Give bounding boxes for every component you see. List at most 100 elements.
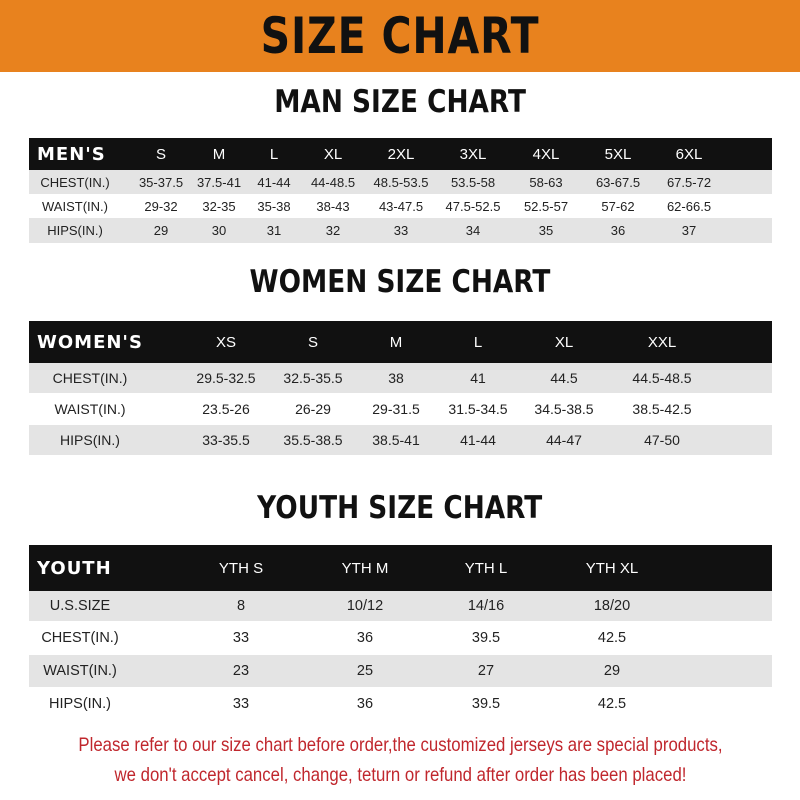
men-size-table: MEN'S S M L XL 2XL 3XL 4XL 5XL 6XL CHEST(IN.) 35-37… xyxy=(29,138,772,243)
table-row: CHEST(IN.) 29.5-32.5 32.5-35.5 38 41 44.5 44.5… xyxy=(29,363,772,393)
size-chart-banner: SIZE CHART xyxy=(0,0,800,72)
table-cell: 33 xyxy=(232,696,250,712)
table-cell: 48.5-53.5 xyxy=(373,174,429,190)
size-header: 5XL xyxy=(604,145,632,163)
table-row: HIPS(IN.) 29 30 31 32 33 34 35 36 37 xyxy=(29,218,772,243)
banner-title: SIZE CHART xyxy=(260,7,540,65)
table-row: WAIST(IN.) 23 25 27 29 xyxy=(29,655,772,687)
size-header: M xyxy=(389,333,403,351)
table-cell: 41 xyxy=(470,370,486,386)
row-label: U.S.SIZE xyxy=(49,598,111,614)
header-label: WOMEN'S xyxy=(37,331,143,353)
table-header-row: YOUTH YTH S YTH M YTH L YTH XL xyxy=(29,545,772,591)
table-cell: 33 xyxy=(393,223,409,238)
table-cell: 62-66.5 xyxy=(666,198,712,214)
table-cell: 33 xyxy=(232,630,250,646)
table-cell: 44.5 xyxy=(550,370,578,386)
table-cell: 35 xyxy=(538,223,554,238)
women-section-title: WOMEN SIZE CHART xyxy=(0,264,800,300)
size-header: 2XL xyxy=(387,145,415,163)
table-cell: 29-32 xyxy=(144,198,178,214)
table-cell: 67.5-72 xyxy=(666,174,712,190)
table-cell: 37.5-41 xyxy=(196,174,242,190)
table-cell: 39.5 xyxy=(471,630,501,646)
table-cell: 32-35 xyxy=(202,198,236,214)
women-size-table: WOMEN'S XS S M L XL XXL CHEST(IN.) 29.5-32.5 32.5… xyxy=(29,321,772,456)
table-cell: 44-48.5 xyxy=(310,174,356,190)
size-header: M xyxy=(212,145,226,163)
row-label: WAIST(IN.) xyxy=(43,663,117,679)
row-label: HIPS(IN.) xyxy=(60,432,120,448)
table-cell: 47-50 xyxy=(644,432,680,448)
title-text: YOUTH SIZE CHART xyxy=(257,490,543,526)
size-header: L xyxy=(269,145,279,163)
table-cell: 35-37.5 xyxy=(138,174,184,190)
size-header: YTH XL xyxy=(585,559,639,577)
row-label: CHEST(IN.) xyxy=(52,370,128,386)
row-label: HIPS(IN.) xyxy=(47,223,103,238)
table-cell: 57-62 xyxy=(601,198,635,214)
table-cell: 29 xyxy=(603,663,621,679)
notice-line-2: we don't accept cancel, change, teturn o… xyxy=(0,764,800,787)
table-cell: 38-43 xyxy=(316,198,350,214)
table-cell: 38.5-41 xyxy=(372,432,420,448)
table-cell: 42.5 xyxy=(597,630,627,646)
table-row: HIPS(IN.) 33 36 39.5 42.5 xyxy=(29,688,772,720)
size-header: YTH L xyxy=(464,559,508,577)
table-cell: 32 xyxy=(325,223,341,238)
table-cell: 33-35.5 xyxy=(202,432,250,448)
size-header: XS xyxy=(215,333,237,351)
table-cell: 44-47 xyxy=(546,432,582,448)
table-cell: 37 xyxy=(681,223,697,238)
table-cell: 58-63 xyxy=(529,174,563,190)
table-cell: 41-44 xyxy=(257,174,291,190)
table-header-row: WOMEN'S XS S M L XL XXL xyxy=(29,321,772,363)
row-label: CHEST(IN.) xyxy=(40,174,110,190)
table-row: U.S.SIZE 8 10/12 14/16 18/20 xyxy=(29,591,772,621)
table-cell: 32.5-35.5 xyxy=(283,370,343,386)
size-header: YTH M xyxy=(341,559,389,577)
table-cell: 27 xyxy=(477,663,495,679)
table-cell: 18/20 xyxy=(593,598,631,614)
table-cell: 10/12 xyxy=(346,598,384,614)
title-text: WOMEN SIZE CHART xyxy=(249,264,551,300)
table-cell: 29-31.5 xyxy=(372,401,420,417)
table-cell: 44.5-48.5 xyxy=(632,370,692,386)
size-header: XL xyxy=(554,333,574,351)
table-cell: 39.5 xyxy=(471,696,501,712)
size-header: S xyxy=(307,333,319,351)
table-cell: 34 xyxy=(465,223,481,238)
table-cell: 35-38 xyxy=(257,198,291,214)
table-cell: 63-67.5 xyxy=(595,174,641,190)
table-cell: 31.5-34.5 xyxy=(448,401,508,417)
table-cell: 34.5-38.5 xyxy=(534,401,594,417)
row-label: HIPS(IN.) xyxy=(48,696,112,712)
title-text: MAN SIZE CHART xyxy=(274,84,526,120)
table-cell: 23.5-26 xyxy=(202,401,250,417)
table-row: HIPS(IN.) 33-35.5 35.5-38.5 38.5-41 41-44 44-… xyxy=(29,425,772,455)
table-cell: 14/16 xyxy=(467,598,505,614)
table-cell: 42.5 xyxy=(597,696,627,712)
table-cell: 29.5-32.5 xyxy=(196,370,256,386)
size-header: S xyxy=(155,145,167,163)
youth-size-table: YOUTH YTH S YTH M YTH L YTH XL U.S.SIZE 8 10/12… xyxy=(29,545,772,721)
size-header: XXL xyxy=(647,333,677,351)
youth-section-title: YOUTH SIZE CHART xyxy=(0,490,800,526)
table-cell: 31 xyxy=(266,223,282,238)
size-header: XL xyxy=(323,145,343,163)
table-cell: 8 xyxy=(236,598,246,614)
table-cell: 47.5-52.5 xyxy=(445,198,501,214)
table-cell: 43-47.5 xyxy=(378,198,424,214)
header-label: YOUTH xyxy=(37,557,112,579)
row-label: WAIST(IN.) xyxy=(54,401,126,417)
table-row: CHEST(IN.) 35-37.5 37.5-41 41-44 44-48.5 48.5… xyxy=(29,170,772,194)
notice-line-1: Please refer to our size chart before or… xyxy=(0,734,800,757)
table-cell: 29 xyxy=(153,223,169,238)
notice-text: Please refer to our size chart before or… xyxy=(77,734,723,756)
table-cell: 38 xyxy=(388,370,404,386)
size-header: L xyxy=(473,333,483,351)
size-header: 3XL xyxy=(459,145,487,163)
table-cell: 36 xyxy=(356,696,374,712)
size-header: 4XL xyxy=(532,145,560,163)
table-cell: 53.5-58 xyxy=(450,174,496,190)
